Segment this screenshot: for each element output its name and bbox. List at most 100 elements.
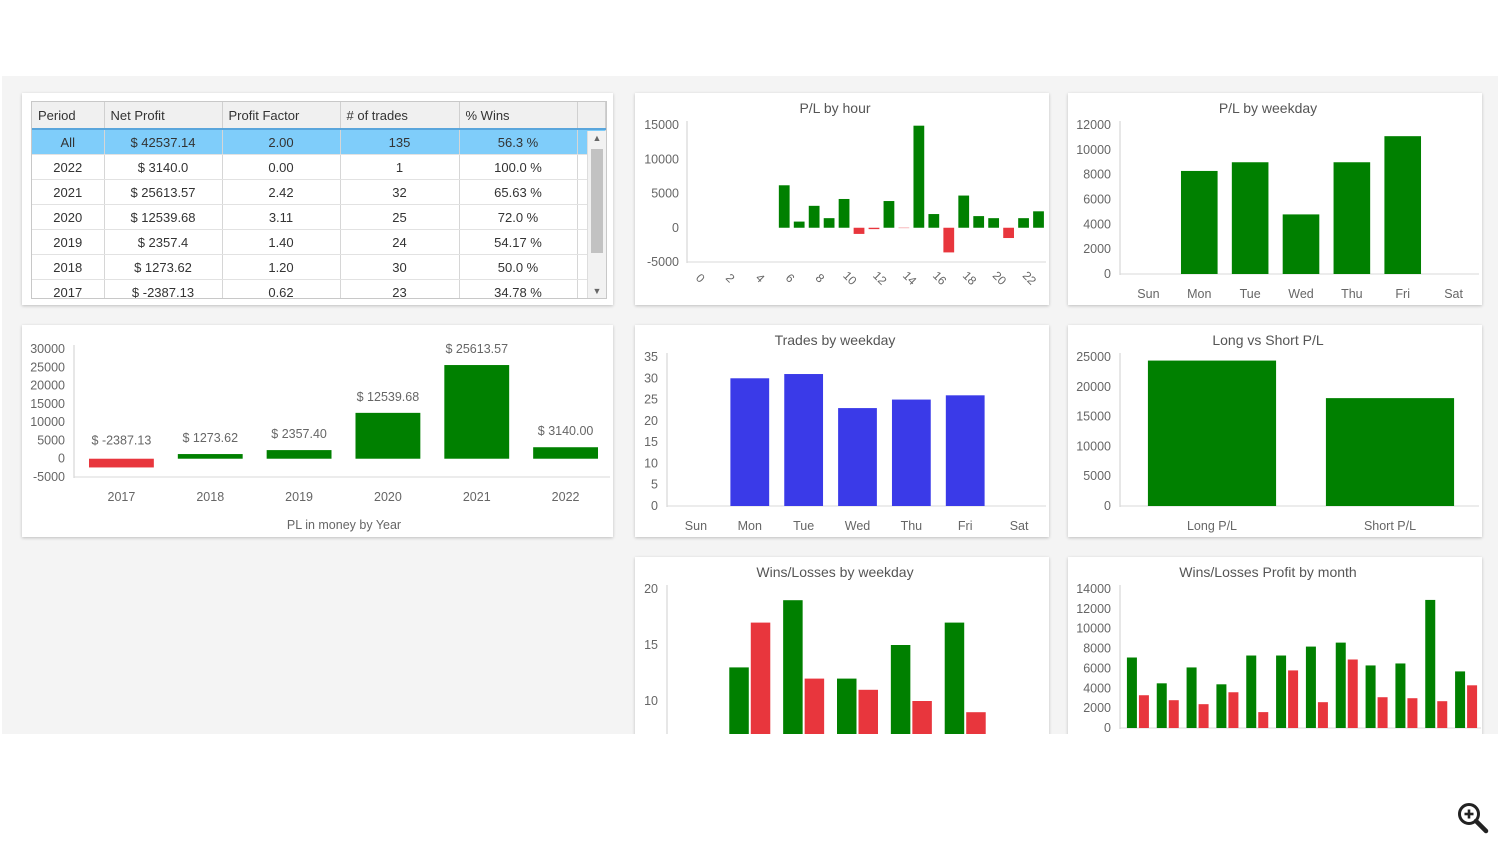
bar[interactable] [1180,170,1218,274]
table-row[interactable]: 2019 $ 2357.4 1.40 24 54.17 % [32,229,606,255]
bar[interactable] [1147,360,1277,506]
bar-series-1[interactable] [1317,702,1328,728]
bar-series-1[interactable] [750,622,771,734]
bar[interactable] [1384,136,1422,274]
stats-grid[interactable]: Period Net Profit Profit Factor # of tra… [31,101,607,299]
bar[interactable] [988,218,1000,228]
bar[interactable] [808,205,820,228]
col-header-trades[interactable]: # of trades [340,102,460,130]
scroll-up-icon[interactable]: ▲ [592,133,602,143]
bar-series-1[interactable] [912,701,932,734]
x-tick-label: Wed [845,519,871,533]
table-row[interactable]: 2022 $ 3140.0 0.00 1 100.0 % [32,154,606,180]
bar[interactable] [943,227,955,253]
bar-series-0[interactable] [1246,655,1257,728]
bar-series-0[interactable] [1425,599,1436,728]
scroll-down-icon[interactable]: ▼ [592,286,602,296]
bar[interactable] [1003,227,1014,239]
bar[interactable] [730,378,770,506]
bar-series-1[interactable] [1437,701,1448,728]
bar[interactable] [823,218,835,228]
zoom-in-icon[interactable] [1456,801,1490,835]
x-tick-label: 6 [783,271,798,286]
bar-series-0[interactable] [890,645,911,734]
bar-series-0[interactable] [1305,646,1316,728]
x-tick-label: 2019 [285,490,313,504]
col-header-profit-factor[interactable]: Profit Factor [222,102,341,130]
bar-series-0[interactable] [1365,665,1376,728]
bar[interactable] [1325,398,1455,506]
table-scrollbar[interactable]: ▲ ▼ [587,131,606,298]
bar[interactable] [1282,214,1320,274]
bar[interactable] [1231,162,1269,274]
x-tick-label: 20 [990,268,1010,288]
bar[interactable] [1018,218,1029,228]
bar-series-0[interactable] [1455,671,1466,728]
bar-series-0[interactable] [1156,683,1167,728]
bar-series-0[interactable] [944,622,965,734]
bar-series-0[interactable] [1335,642,1346,728]
bar[interactable] [891,399,931,506]
bar-series-1[interactable] [1407,698,1418,728]
bar-series-0[interactable] [1395,663,1406,728]
bar-series-0[interactable] [837,678,857,734]
bar[interactable] [266,450,332,459]
bar[interactable] [838,198,850,228]
bar-series-1[interactable] [1228,692,1239,728]
table-cell: 56.3 % [459,129,578,155]
bar[interactable] [868,227,880,230]
bar[interactable] [533,447,599,459]
table-row[interactable]: 2020 $ 12539.68 3.11 25 72.0 % [32,204,606,230]
table-cell: 2018 [32,254,105,280]
bar[interactable] [784,374,824,506]
bar-series-1[interactable] [1198,704,1209,728]
bar[interactable] [778,185,790,228]
y-tick-label: 10000 [30,415,65,429]
bar-series-1[interactable] [966,712,986,734]
bar[interactable] [88,458,154,468]
bar[interactable] [1033,211,1044,228]
bar-series-1[interactable] [1288,670,1299,728]
y-tick-label: -5000 [33,470,65,484]
bar-series-1[interactable] [804,678,825,734]
bar[interactable] [838,408,877,506]
bar-series-1[interactable] [1138,695,1149,728]
table-row[interactable]: All $ 42537.14 2.00 135 56.3 % [32,129,606,155]
bar-series-1[interactable] [1347,659,1358,728]
table-row[interactable]: 2018 $ 1273.62 1.20 30 50.0 % [32,254,606,280]
scrollbar-thumb[interactable] [591,149,603,253]
bar[interactable] [355,412,421,459]
bar[interactable] [1333,162,1371,274]
bar-series-0[interactable] [729,667,749,734]
bar-series-1[interactable] [1168,700,1179,728]
bar[interactable] [793,221,805,228]
bar[interactable] [913,125,925,228]
table-row[interactable]: 2021 $ 25613.57 2.42 32 65.63 % [32,179,606,205]
col-header-net-profit[interactable]: Net Profit [104,102,223,130]
bar[interactable] [928,214,940,228]
y-tick-label: 30 [644,371,658,385]
bar-series-0[interactable] [1126,657,1137,728]
bar-series-0[interactable] [1186,667,1197,728]
bar-series-1[interactable] [1258,712,1269,728]
bar[interactable] [853,227,865,234]
bar-series-0[interactable] [783,600,803,734]
col-header-spacer [577,102,606,130]
col-header-wins[interactable]: % Wins [459,102,578,130]
bar[interactable] [958,195,970,228]
table-row[interactable]: 2017 $ -2387.13 0.62 23 34.78 % [32,279,606,298]
bar[interactable] [177,454,243,459]
bar[interactable] [973,216,985,228]
bar-series-0[interactable] [1276,655,1287,728]
bar-series-1[interactable] [858,689,879,734]
table-cell: 50.0 % [459,254,578,280]
table-cell: 2019 [32,229,105,255]
y-tick-label: 4000 [1083,681,1111,695]
bar[interactable] [945,395,985,506]
bar-series-1[interactable] [1377,697,1388,728]
bar-series-0[interactable] [1216,684,1227,728]
bar-series-1[interactable] [1467,685,1478,728]
bar[interactable] [444,365,510,459]
col-header-period[interactable]: Period [32,102,105,130]
bar[interactable] [883,201,895,228]
